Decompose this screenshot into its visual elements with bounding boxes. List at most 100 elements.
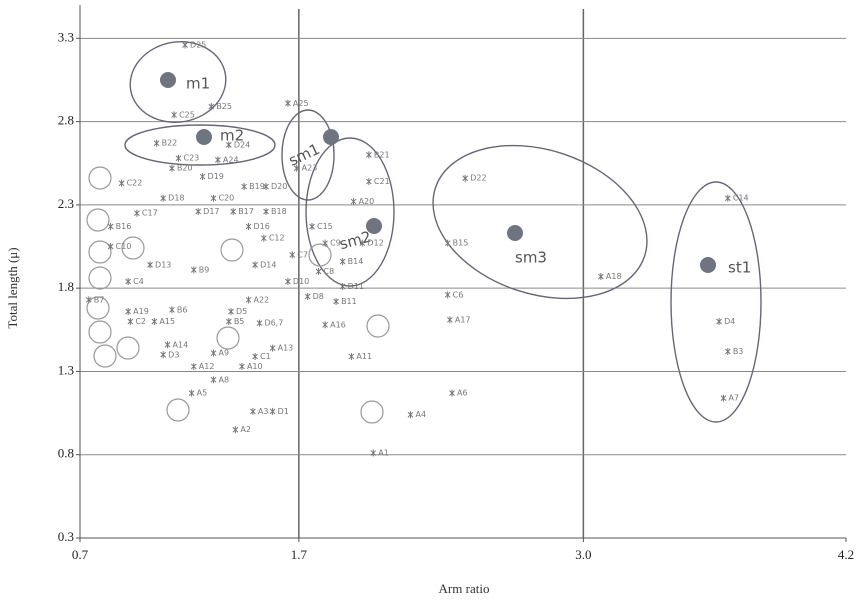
point (725, 348, 730, 355)
point-label: D6,7 (264, 319, 283, 328)
point-label: A24 (223, 155, 239, 164)
point (126, 278, 131, 285)
point (371, 450, 376, 457)
point (108, 223, 113, 230)
point-label: B15 (453, 239, 469, 248)
point (165, 341, 170, 348)
point (128, 318, 133, 325)
open-circle (94, 345, 116, 367)
x-tick-label: 0.7 (72, 547, 89, 562)
point-label: C1 (260, 352, 271, 361)
open-circle (167, 399, 189, 421)
open-circle (309, 244, 331, 266)
point-label: D5 (236, 307, 247, 316)
point (246, 223, 251, 230)
point (257, 320, 262, 327)
point-label: D16 (254, 222, 270, 231)
point-label: D24 (234, 140, 250, 149)
point-label: A20 (359, 197, 375, 206)
point (447, 316, 452, 323)
point-label: A15 (159, 317, 175, 326)
point-label: D19 (208, 172, 224, 181)
point (366, 151, 371, 158)
point (253, 261, 258, 268)
point-label: A16 (330, 320, 346, 329)
point-label: C21 (374, 177, 390, 186)
point (351, 198, 356, 205)
point (285, 278, 290, 285)
open-circle (89, 267, 111, 289)
point-label: A5 (197, 389, 208, 398)
point-label: C25 (179, 110, 195, 119)
point (725, 195, 730, 202)
point (215, 156, 220, 163)
group-center (700, 257, 716, 273)
point-label: B25 (216, 102, 232, 111)
point (231, 208, 236, 215)
point (169, 306, 174, 313)
point-label: A8 (219, 375, 230, 384)
point (169, 165, 174, 172)
point-label: B5 (234, 317, 245, 326)
point (161, 195, 166, 202)
open-circle (361, 401, 383, 423)
point-label: C22 (127, 179, 143, 188)
point (148, 261, 153, 268)
point-label: C17 (142, 209, 158, 218)
group-label: m1 (186, 75, 210, 93)
point (270, 408, 275, 415)
point (253, 353, 258, 360)
open-circle (87, 209, 109, 231)
point (211, 195, 216, 202)
point-label: A4 (415, 410, 426, 419)
point-label: B11 (341, 297, 357, 306)
point (119, 180, 124, 187)
y-tick-label: 1.3 (58, 362, 74, 377)
point-label: C2 (135, 317, 146, 326)
y-tick-label: 0.3 (58, 529, 74, 544)
point-label: A11 (356, 352, 372, 361)
point-label: C12 (269, 234, 285, 243)
point-label: C9 (330, 239, 341, 248)
group-outlines (87, 34, 761, 423)
point-label: C23 (183, 154, 199, 163)
y-tick-label: 0.8 (58, 446, 74, 461)
group-ellipse (671, 182, 761, 422)
point (340, 258, 345, 265)
point-label: D14 (260, 260, 276, 269)
point-label: C4 (133, 277, 144, 286)
point-label: B3 (733, 347, 744, 356)
point (211, 350, 216, 357)
point (191, 266, 196, 273)
point-label: D22 (470, 174, 486, 183)
point (176, 155, 181, 162)
point-label: C7 (297, 250, 308, 259)
point (264, 208, 269, 215)
point (200, 173, 205, 180)
point-label: C15 (317, 222, 333, 231)
point-label: C10 (116, 242, 132, 251)
y-axis-title: Total length (μ) (5, 247, 20, 328)
point-label: C6 (453, 290, 464, 299)
point (242, 183, 247, 190)
open-circle (221, 239, 243, 261)
point (239, 363, 244, 370)
point-label: B17 (238, 207, 254, 216)
point-label: A3 (258, 407, 269, 416)
group-label: st1 (728, 259, 751, 277)
point (285, 100, 290, 107)
group-ellipse (413, 120, 667, 325)
x-tick-label: 4.2 (838, 547, 854, 562)
point-label: D17 (203, 207, 219, 216)
group-label: sm3 (515, 249, 547, 267)
point-label: A13 (278, 344, 294, 353)
chart: m1 m2 sm1 sm2 sm3 st1 Arm ratio Total le… (0, 0, 860, 603)
point (191, 363, 196, 370)
point (154, 140, 159, 147)
point (349, 353, 354, 360)
point (445, 291, 450, 298)
point (126, 308, 131, 315)
group-center (507, 225, 523, 241)
y-tick-label: 3.3 (58, 29, 74, 44)
point-label: A12 (199, 362, 215, 371)
